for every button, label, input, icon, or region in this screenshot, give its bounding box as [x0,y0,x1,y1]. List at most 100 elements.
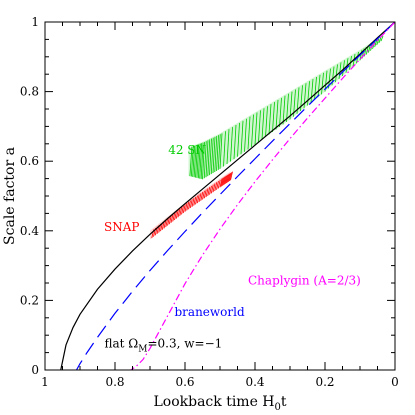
snap-hatch [188,200,191,210]
snap-hatch [198,193,202,203]
sn42-hatch [279,97,282,127]
sn42-hatch [233,124,237,160]
annotation-layer: 42 SN SNAP Chaplygin (A=2/3) braneworld … [104,143,361,354]
flat-text-b: =0.3, w=−1 [147,336,222,350]
snap-hatch [182,204,186,214]
sn42-hatch [289,91,293,120]
curve-layer [60,21,396,371]
sn42-hatch [216,135,219,171]
sn42-hatch [200,142,204,179]
snap-hatch [193,196,197,206]
sn42-hatch [190,146,194,177]
sn42-hatch [258,110,261,143]
snap-hatch [226,173,230,183]
sn42-hatch [237,122,240,157]
annotation-flat-model: flat ΩM=0.3, w=−1 [105,336,223,354]
snap-hatch [168,215,172,225]
snap-hatch [205,188,209,198]
x-tick-label: 0.6 [175,375,194,389]
sn42-hatch [251,114,254,147]
snap-hatch [170,214,174,223]
sn42-hatch [376,38,380,46]
sn42-hatch [223,131,226,167]
sn42-hatch [335,64,338,83]
snap-hatch [174,211,177,221]
sn42-hatch [205,140,209,178]
snap-hatch [220,177,224,187]
annotation-chaplygin: Chaplygin (A=2/3) [248,274,361,288]
snap-hatch [221,177,225,186]
sn42-hatch [314,76,317,100]
sn42-hatch [230,127,233,162]
annotation-braneworld: braneworld [175,305,245,319]
snap-hatch [214,182,218,192]
snap-hatch [217,179,221,189]
annotation-42-sn: 42 SN [168,143,206,157]
sn42-hatch [196,144,200,178]
sn42-hatch [272,102,275,132]
snap-hatch [219,178,223,188]
snap-hatch [228,172,231,182]
sn42-hatch [199,143,203,179]
sn42-hatch [286,93,289,122]
y-tick-label: 0.6 [20,154,39,168]
sn42-hatch [380,35,384,42]
x-tick-label: 1 [41,375,49,389]
sn42-hatch [247,116,251,150]
snap-hatch [186,201,190,211]
sn42-hatch [197,143,201,179]
sn42-hatch [240,120,244,155]
flat-subscript: M [138,344,147,354]
snap-hatch [175,209,179,219]
annotation-snap: SNAP [104,220,139,234]
sn42-hatch [265,106,268,138]
sn42-hatch [261,108,265,140]
snap-hatch [229,172,232,182]
snap-hatch [179,207,183,216]
snap-hatch [207,187,211,196]
snap-hatch [224,175,228,184]
y-tick-label: 0.2 [20,293,39,307]
snap-hatch [200,191,204,201]
snap-hatch [222,176,226,186]
sn42-hatch [219,133,223,169]
tick-layer: 1 0.8 0.6 0.4 0.2 0 0 0.2 0.4 0.6 0.8 1 [20,15,399,389]
sn42-hatch [378,37,382,44]
snap-hatch [223,175,227,185]
snap-hatch [203,189,207,199]
x-axis-label: Lookback time H0t [153,394,286,413]
y-tick-label: 1 [31,15,39,29]
snap-hatch [212,183,216,193]
snap-hatch [195,195,198,205]
braneworld-curve [75,21,396,371]
snap-hatch [209,185,212,195]
sn42-hatch [202,142,205,180]
snap-hatch [189,199,193,209]
sn42-hatch [282,95,286,125]
snap-hatch [167,216,170,226]
y-axis-label: Scale factor a [2,147,18,245]
sn42-hatch [310,79,314,103]
x-tick-label: 0 [391,375,399,389]
snap-hatch [210,184,214,194]
sn42-hatch [203,141,207,179]
y-tick-label: 0.8 [20,85,39,99]
sn42-hatch [195,144,198,178]
y-tick-label: 0 [31,363,39,377]
sn42-hatch [210,137,214,175]
snap-hatch [163,219,167,229]
flat-text-a: flat Ω [105,336,139,350]
snap-hatch [184,202,188,212]
y-tick-label: 0.4 [20,224,39,238]
snap-hatch [225,174,229,184]
snap-hatch [202,190,205,200]
sn42-hatch [321,72,324,95]
sn42-hatch [212,136,216,174]
sn42-hatch [207,139,211,177]
x-axis-label-main: Lookback time H [153,394,274,410]
x-tick-label: 0.4 [245,375,264,389]
sn42-hatch [317,74,321,98]
x-axis-label-suffix: t [281,394,287,410]
sn42-hatch [307,81,310,106]
